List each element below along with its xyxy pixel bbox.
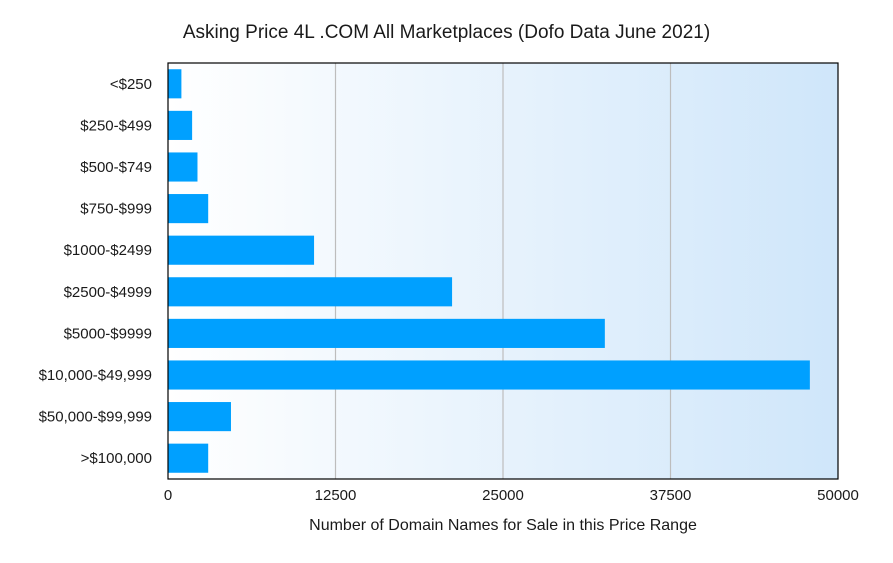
category-label: $5000-$9999 bbox=[64, 325, 152, 342]
x-tick-label: 12500 bbox=[315, 487, 357, 504]
category-label: $750-$999 bbox=[80, 201, 152, 218]
category-label: <$250 bbox=[110, 76, 152, 93]
bar bbox=[168, 277, 453, 307]
plot-frame bbox=[167, 62, 839, 480]
x-tick-label: 25000 bbox=[482, 487, 524, 504]
bar bbox=[168, 318, 605, 348]
x-tick-label: 0 bbox=[164, 487, 172, 504]
chart-title: Asking Price 4L .COM All Marketplaces (D… bbox=[182, 22, 711, 43]
bar bbox=[168, 402, 231, 432]
category-label: $250-$499 bbox=[80, 117, 152, 134]
x-tick-label: 37500 bbox=[650, 487, 692, 504]
bar bbox=[168, 194, 209, 224]
x-axis-title: Number of Domain Names for Sale in this … bbox=[309, 517, 697, 534]
bar bbox=[168, 110, 193, 140]
bar bbox=[168, 360, 810, 390]
category-label: >$100,000 bbox=[81, 450, 152, 467]
category-label: $10,000-$49,999 bbox=[39, 367, 152, 384]
category-label: $2500-$4999 bbox=[64, 284, 152, 301]
x-tick-label: 50000 bbox=[817, 487, 859, 504]
bar bbox=[168, 443, 209, 473]
category-label: $50,000-$99,999 bbox=[39, 409, 152, 426]
bar bbox=[168, 235, 315, 265]
bar bbox=[168, 152, 198, 182]
category-label: $1000-$2499 bbox=[64, 242, 152, 259]
category-label: $500-$749 bbox=[80, 159, 152, 176]
bar bbox=[168, 69, 182, 99]
